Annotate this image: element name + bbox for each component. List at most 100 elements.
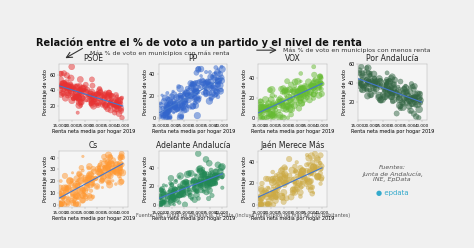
Point xyxy=(275,103,283,107)
Point xyxy=(182,101,189,105)
Point xyxy=(372,84,380,88)
Point xyxy=(170,93,178,97)
Point xyxy=(389,99,396,103)
Point xyxy=(61,82,69,86)
Point xyxy=(372,79,379,83)
Point xyxy=(383,77,391,81)
Point xyxy=(200,189,208,193)
Point xyxy=(204,176,211,180)
Point xyxy=(270,115,277,119)
Point xyxy=(279,116,287,120)
Point xyxy=(379,93,387,97)
Point xyxy=(265,203,273,207)
Point xyxy=(195,183,203,186)
Point xyxy=(99,175,107,179)
Point xyxy=(100,162,108,166)
Point xyxy=(87,98,94,102)
X-axis label: Renta neta media por hogar 2019: Renta neta media por hogar 2019 xyxy=(52,129,135,134)
Point xyxy=(285,104,292,108)
Point xyxy=(369,83,377,87)
Point xyxy=(282,89,290,93)
Point xyxy=(156,195,164,199)
Point xyxy=(255,194,263,198)
Point xyxy=(387,94,395,98)
Point xyxy=(167,176,175,180)
Point xyxy=(160,113,168,117)
Point xyxy=(61,85,69,89)
Point xyxy=(365,80,372,84)
Point xyxy=(197,178,205,182)
Point xyxy=(68,99,76,103)
Point xyxy=(206,177,214,181)
Point xyxy=(285,102,293,106)
Point xyxy=(262,98,269,102)
Point xyxy=(301,92,309,95)
Point xyxy=(314,174,321,178)
Point xyxy=(75,90,83,94)
Point xyxy=(118,170,125,174)
Point xyxy=(60,82,68,86)
Point xyxy=(264,177,272,181)
Point xyxy=(94,103,101,107)
Point xyxy=(256,196,264,200)
Point xyxy=(109,160,117,164)
Point xyxy=(356,81,363,85)
Point xyxy=(257,109,265,113)
Point xyxy=(384,89,392,93)
Text: Fuente: INF, Junta de Andalucía. EPData (incluye municipios de más de 100 habita: Fuente: INF, Junta de Andalucía. EPData … xyxy=(136,213,350,218)
Point xyxy=(192,180,200,184)
Point xyxy=(277,87,285,91)
Point xyxy=(73,93,81,97)
Point xyxy=(162,111,170,115)
Point xyxy=(389,91,396,95)
Point xyxy=(57,93,64,97)
Point xyxy=(188,81,196,85)
Point xyxy=(370,86,378,90)
Point xyxy=(257,197,264,201)
Point xyxy=(199,80,207,84)
Point xyxy=(186,193,193,197)
Point xyxy=(162,111,170,115)
Point xyxy=(158,93,166,97)
Point xyxy=(409,102,416,106)
Point xyxy=(367,79,375,83)
Point xyxy=(256,103,264,107)
Point xyxy=(263,195,271,199)
Point xyxy=(73,85,81,89)
Point xyxy=(408,103,415,107)
Point xyxy=(93,92,100,96)
Point xyxy=(70,95,78,99)
Point xyxy=(277,169,285,173)
Point xyxy=(283,103,291,107)
Point xyxy=(64,186,72,190)
Point xyxy=(270,102,277,106)
Point xyxy=(172,179,180,183)
Point xyxy=(266,112,273,116)
Point xyxy=(393,112,401,116)
Point xyxy=(197,182,205,186)
Point xyxy=(115,103,123,107)
Point xyxy=(88,77,96,81)
Point xyxy=(307,188,315,192)
Point xyxy=(168,198,176,202)
Point xyxy=(298,174,305,178)
Point xyxy=(58,91,66,95)
Point xyxy=(260,194,267,198)
Point xyxy=(91,176,99,180)
Point xyxy=(206,177,214,181)
Point xyxy=(266,113,274,117)
Point xyxy=(71,185,78,188)
Point xyxy=(300,91,307,95)
Point xyxy=(81,175,88,179)
Point xyxy=(73,183,81,186)
Point xyxy=(218,88,225,92)
Point xyxy=(264,202,272,206)
Point xyxy=(359,83,367,87)
Point xyxy=(191,90,199,94)
Point xyxy=(110,97,118,101)
Point xyxy=(307,169,314,173)
Point xyxy=(168,188,175,192)
Point xyxy=(104,107,111,111)
Point xyxy=(199,171,207,175)
Point xyxy=(312,85,320,89)
